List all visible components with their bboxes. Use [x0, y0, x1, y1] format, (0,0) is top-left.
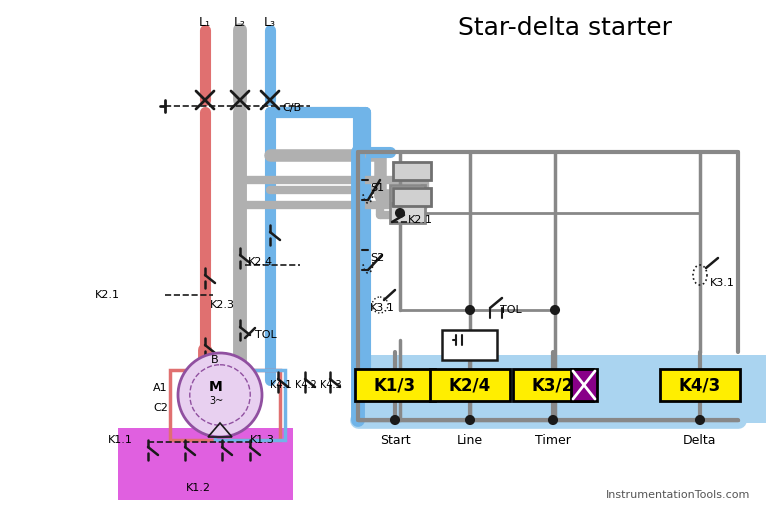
Text: TOL: TOL: [255, 330, 276, 340]
Text: 3~: 3~: [209, 396, 223, 406]
Bar: [215, 370, 285, 440]
Circle shape: [551, 306, 559, 314]
Circle shape: [549, 416, 557, 424]
Text: Delta: Delta: [684, 434, 717, 447]
Text: L₃: L₃: [264, 15, 276, 28]
Text: S1: S1: [370, 183, 384, 193]
Bar: [393, 162, 431, 180]
Text: K4/3: K4/3: [679, 376, 721, 394]
Text: K4.2: K4.2: [295, 380, 316, 390]
Bar: [571, 369, 597, 401]
Circle shape: [391, 416, 399, 424]
Text: Line: Line: [457, 434, 483, 447]
Text: K2.4: K2.4: [248, 257, 273, 267]
Text: K3/2: K3/2: [532, 376, 574, 394]
Text: K3.1: K3.1: [710, 278, 735, 288]
Text: K2.1: K2.1: [95, 290, 120, 300]
Text: A1: A1: [154, 383, 168, 393]
Bar: [390, 205, 425, 223]
Bar: [170, 370, 280, 440]
Text: L₂: L₂: [234, 15, 246, 28]
Text: K2.3: K2.3: [210, 300, 235, 310]
Bar: [358, 355, 763, 423]
Bar: [358, 355, 766, 423]
Text: K3.1: K3.1: [370, 303, 395, 313]
Text: Star-delta starter: Star-delta starter: [458, 16, 672, 40]
Bar: [660, 369, 740, 401]
Circle shape: [396, 209, 404, 217]
Text: InstrumentationTools.com: InstrumentationTools.com: [606, 490, 750, 500]
Bar: [355, 369, 435, 401]
Text: K4.3: K4.3: [320, 380, 342, 390]
Text: Start: Start: [379, 434, 410, 447]
Text: B: B: [211, 355, 219, 365]
Circle shape: [696, 416, 704, 424]
Text: Timer: Timer: [535, 434, 571, 447]
Text: K1.3: K1.3: [250, 435, 275, 445]
Text: K2/4: K2/4: [449, 376, 491, 394]
Text: K1.1: K1.1: [108, 435, 133, 445]
Text: K4.1: K4.1: [270, 380, 292, 390]
Text: K1/3: K1/3: [374, 376, 416, 394]
Circle shape: [178, 353, 262, 437]
Bar: [393, 188, 431, 206]
Text: K2.1: K2.1: [408, 215, 433, 225]
Text: M: M: [209, 380, 223, 394]
Bar: [118, 428, 293, 500]
Bar: [430, 369, 510, 401]
Text: TOL: TOL: [500, 305, 521, 315]
Text: L₁: L₁: [199, 15, 211, 28]
Text: C2: C2: [153, 403, 168, 413]
Text: C/B: C/B: [282, 103, 301, 113]
Text: S2: S2: [370, 253, 384, 263]
Bar: [390, 185, 425, 203]
Text: K1.2: K1.2: [186, 483, 210, 493]
Circle shape: [466, 306, 474, 314]
Bar: [513, 369, 593, 401]
Bar: [442, 330, 497, 360]
Circle shape: [466, 416, 474, 424]
